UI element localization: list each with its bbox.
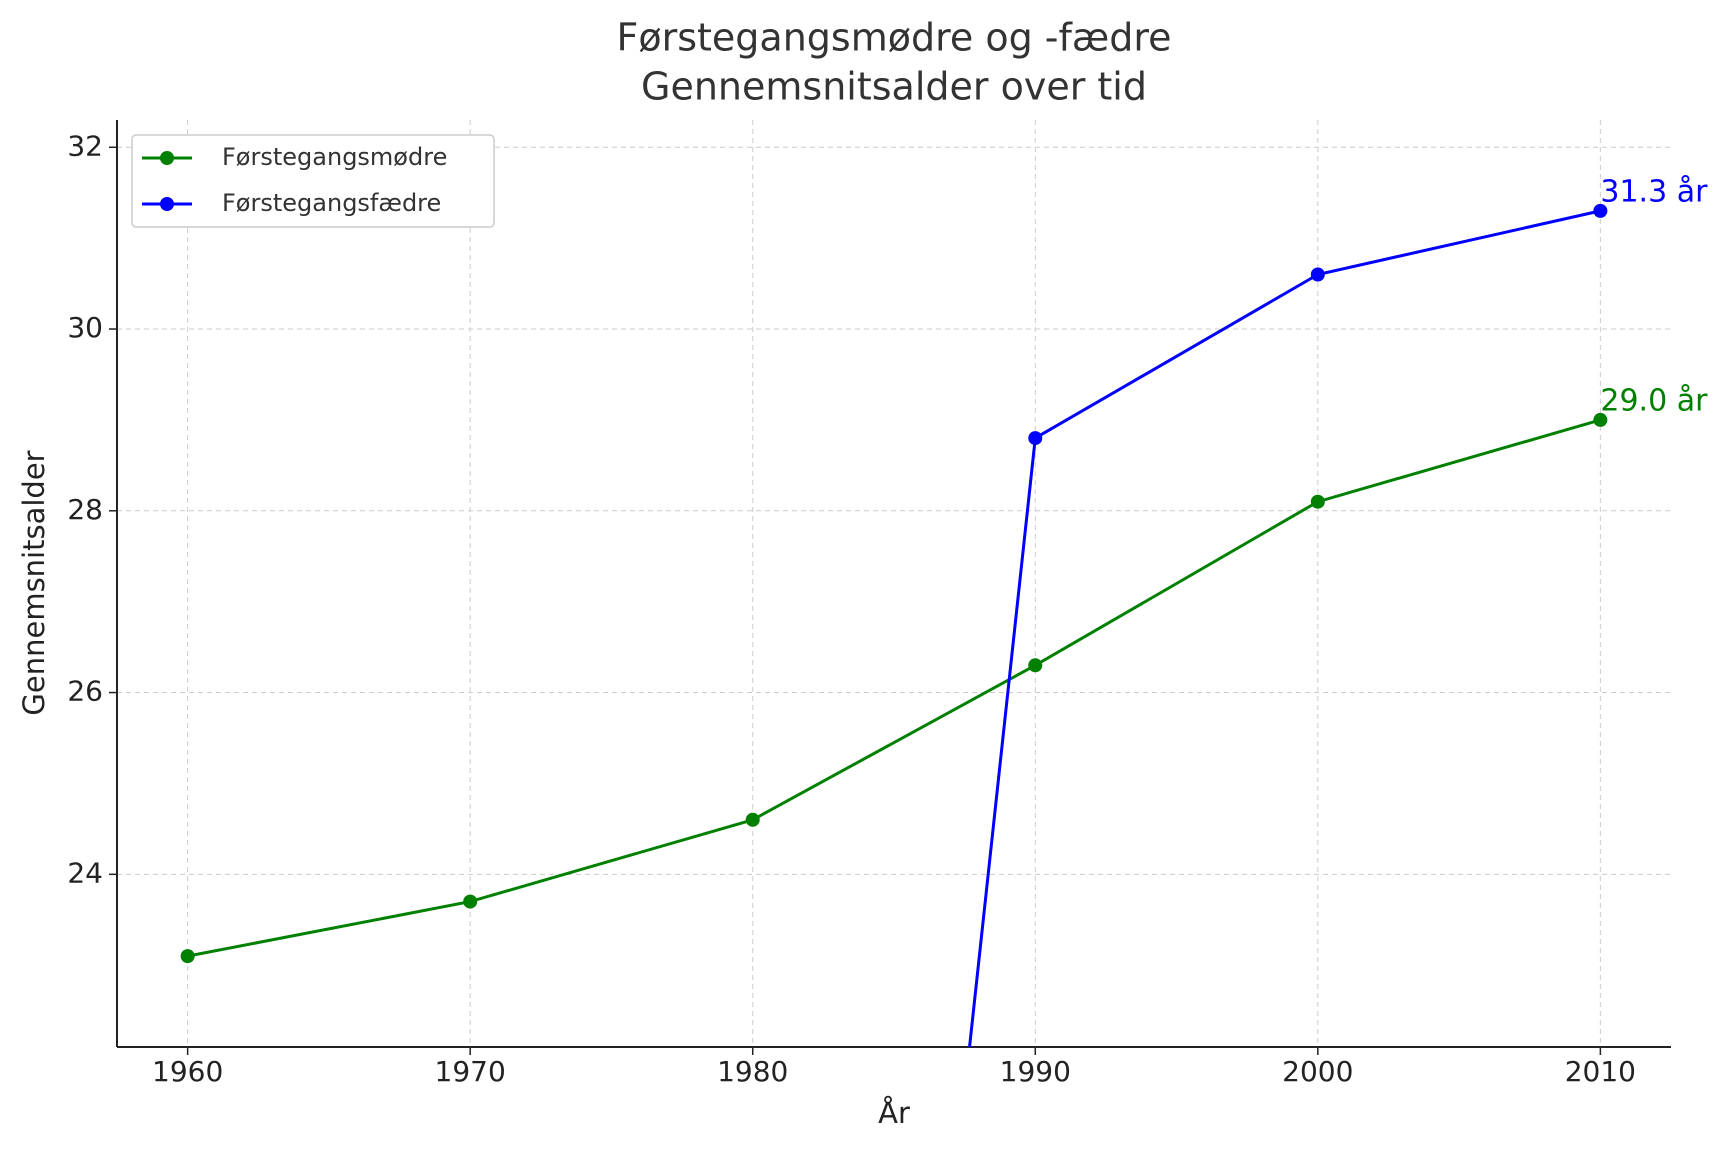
annotation: 31.3 år <box>1600 174 1708 209</box>
series-line <box>187 418 1601 958</box>
annotation: 29.0 år <box>1600 383 1708 418</box>
x-axis-label: År <box>878 1096 910 1130</box>
data-point <box>1028 658 1043 673</box>
legend-label: Førstegangsmødre <box>222 143 447 171</box>
chart-title: Gennemsnitsalder over tid <box>641 65 1147 109</box>
legend-box <box>131 134 495 228</box>
chart-title: Førstegangsmødre og -fædre <box>617 16 1172 60</box>
y-tick-label: 32 <box>67 129 103 162</box>
data-point <box>745 812 760 827</box>
data-point <box>1028 431 1043 446</box>
data-point <box>1593 203 1608 218</box>
y-tick-label: 30 <box>67 311 103 344</box>
plot-area <box>180 203 1608 1047</box>
data-point <box>1593 412 1608 427</box>
y-axis-label: Gennemsnitsalder <box>17 450 51 715</box>
series-line <box>968 209 1601 1047</box>
x-tick-label: 2010 <box>1565 1055 1636 1088</box>
x-tick-label: 1980 <box>717 1055 788 1088</box>
legend-marker <box>160 197 174 211</box>
data-point <box>180 949 195 964</box>
y-tick-label: 26 <box>67 675 103 708</box>
data-point <box>1310 267 1325 282</box>
x-tick-label: 1990 <box>1000 1055 1071 1088</box>
legend-marker <box>160 151 174 165</box>
data-point <box>463 894 478 909</box>
x-tick-label: 1960 <box>152 1055 223 1088</box>
y-tick-label: 28 <box>67 493 103 526</box>
legend-label: Førstegangsfædre <box>222 189 441 217</box>
y-tick-label: 24 <box>67 856 103 889</box>
x-tick-label: 1970 <box>435 1055 506 1088</box>
x-tick-label: 2000 <box>1282 1055 1353 1088</box>
data-point <box>1310 494 1325 509</box>
